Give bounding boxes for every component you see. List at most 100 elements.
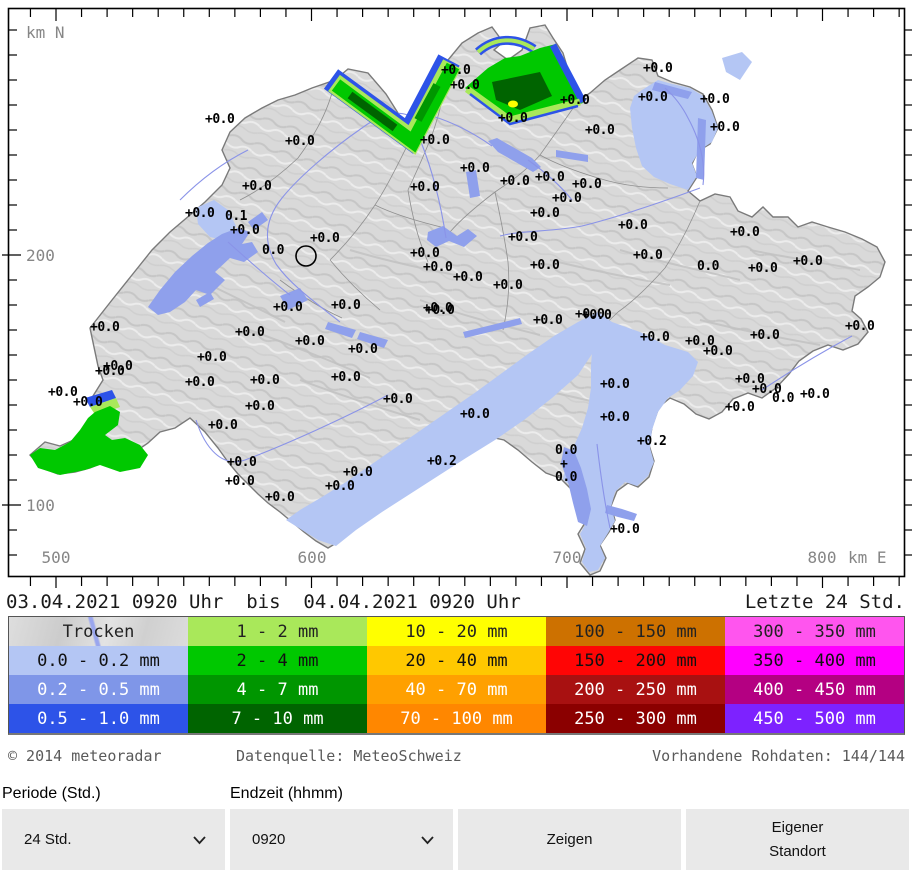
precip-value-label: +0.0 bbox=[197, 350, 227, 365]
precip-value-label: +0.0 bbox=[585, 123, 615, 138]
precip-value-label: +0.0 bbox=[227, 455, 257, 470]
precip-value-label: +0.0 bbox=[423, 260, 453, 275]
copyright: © 2014 meteoradar bbox=[8, 747, 162, 765]
precip-value-label: +0.0 bbox=[530, 258, 560, 273]
precip-value-label: +0.0 bbox=[643, 61, 673, 76]
radar-echo-east bbox=[464, 35, 587, 126]
precip-value-label: +0.0 bbox=[205, 112, 235, 127]
precip-value-label: +0.0 bbox=[185, 375, 215, 390]
precip-value-label: +0.0 bbox=[700, 92, 730, 107]
control-row: 24 Std. 0920 Zeigen Eigener Standort bbox=[2, 809, 911, 870]
eigener-standort-button[interactable]: Eigener Standort bbox=[686, 809, 909, 870]
legend-cell: 7 - 10 mm bbox=[188, 704, 367, 733]
precip-value-label: +0.0 bbox=[425, 303, 455, 318]
precip-value-label: +0.0 bbox=[420, 133, 450, 148]
chevron-down-icon bbox=[421, 835, 434, 844]
precip-value-label: +0.0 bbox=[453, 270, 483, 285]
axis-label: 500 bbox=[42, 548, 71, 567]
precip-value-label: +0.0 bbox=[752, 382, 782, 397]
control-labels: Periode (Std.) Endzeit (hhmm) bbox=[2, 785, 913, 803]
endtime-select-value: 0920 bbox=[252, 831, 286, 848]
precip-value-label: +0.0 bbox=[273, 300, 303, 315]
map-frame bbox=[7, 7, 906, 578]
period-range: 03.04.2021 0920 Uhr bis 04.04.2021 0920 … bbox=[6, 591, 521, 613]
axis-label: km E bbox=[848, 548, 887, 567]
endtime-label: Endzeit (hhmm) bbox=[230, 785, 343, 802]
legend-cell: 70 - 100 mm bbox=[367, 704, 546, 733]
precip-value-label: +0.0 bbox=[242, 179, 272, 194]
precip-value-label: +0.0 bbox=[265, 490, 295, 505]
period-select[interactable]: 24 Std. bbox=[2, 809, 225, 870]
precip-value-label: +0.0 bbox=[735, 372, 765, 387]
precip-value-label: +0.0 bbox=[285, 134, 315, 149]
legend-cell: 10 - 20 mm bbox=[367, 617, 546, 646]
legend-cell: 0.0 - 0.2 mm bbox=[9, 646, 188, 675]
precip-value-label: +0.0 bbox=[748, 261, 778, 276]
precip-value-label: 0.0 bbox=[697, 259, 720, 274]
precip-value-label: +0.0 bbox=[230, 223, 260, 238]
axis-label: 800 bbox=[808, 548, 837, 567]
precip-value-label: +0.0 bbox=[498, 111, 528, 126]
legend-cell: 150 - 200 mm bbox=[546, 646, 725, 675]
precip-value-label: +0.0 bbox=[535, 170, 565, 185]
axis-label: km N bbox=[26, 23, 65, 42]
precip-value-label: +0.0 bbox=[343, 465, 373, 480]
precip-value-label: +0.0 bbox=[225, 474, 255, 489]
precip-value-label: +0.0 bbox=[295, 334, 325, 349]
precipitation-legend: Trocken 0.0 - 0.2 mm 0.2 - 0.5 mm 0.5 - 1.0… bbox=[8, 616, 905, 735]
precip-value-label: +0.0 bbox=[638, 90, 668, 105]
precip-value-label: +0.0 bbox=[460, 407, 490, 422]
legend-cell: 250 - 300 mm bbox=[546, 704, 725, 733]
precip-value-label: 0.0 bbox=[555, 443, 578, 458]
legend-cell: 300 - 350 mm bbox=[725, 617, 904, 646]
period-window: Letzte 24 Std. bbox=[744, 591, 905, 613]
legend-cell: 400 - 450 mm bbox=[725, 675, 904, 704]
precip-value-label: +0.0 bbox=[560, 93, 590, 108]
precip-value-label: +0.2 bbox=[427, 454, 456, 469]
precip-value-label: +0.0 bbox=[245, 399, 275, 414]
raw-data-status: Vorhandene Rohdaten: 144/144 bbox=[652, 747, 905, 765]
precip-value-label: +0.0 bbox=[383, 392, 413, 407]
precip-value-label: +0.0 bbox=[845, 319, 875, 334]
data-source: Datenquelle: MeteoSchweiz bbox=[236, 747, 462, 765]
precip-value-label: +0.0 bbox=[508, 230, 538, 245]
precip-value-label: +0.0 bbox=[310, 231, 340, 246]
precip-value-label: +0.0 bbox=[208, 418, 238, 433]
precip-value-label: +0.0 bbox=[730, 225, 760, 240]
credits-bar: © 2014 meteoradar Datenquelle: MeteoSchw… bbox=[8, 745, 905, 767]
axis-label: 700 bbox=[553, 548, 582, 567]
precip-value-label: +0.0 bbox=[500, 174, 530, 189]
precip-value-label: +0.0 bbox=[618, 218, 648, 233]
period-select-value: 24 Std. bbox=[24, 831, 72, 848]
precip-value-label: +0.0 bbox=[325, 479, 355, 494]
precip-value-label: +0.0 bbox=[90, 320, 120, 335]
precip-value-label: +0.0 bbox=[441, 63, 471, 78]
precip-value-label: +0.0 bbox=[331, 298, 361, 313]
precip-value-label: +0.0 bbox=[348, 342, 378, 357]
zeigen-button-label: Zeigen bbox=[546, 831, 593, 848]
precip-value-label: +0.0 bbox=[493, 278, 523, 293]
axis-label: 100 bbox=[26, 496, 55, 515]
period-line: 03.04.2021 0920 Uhr bis 04.04.2021 0920 … bbox=[0, 588, 913, 616]
radar-yellow-spot bbox=[508, 100, 518, 108]
switzerland-radar-map[interactable]: 500 600 700 800 200 100 km N km E +0.0 +0.0 +0.0 +0… bbox=[0, 0, 913, 588]
legend-cell: Trocken bbox=[9, 617, 188, 646]
legend-cell: 350 - 400 mm bbox=[725, 646, 904, 675]
legend-cell: 0.2 - 0.5 mm bbox=[9, 675, 188, 704]
legend-cell: 0.5 - 1.0 mm bbox=[9, 704, 188, 733]
precip-value-label: +0.0 bbox=[423, 301, 453, 316]
endtime-select[interactable]: 0920 bbox=[230, 809, 453, 870]
precip-value-label: +0.0 bbox=[410, 180, 440, 195]
precipitation-map[interactable]: 500 600 700 800 200 100 km N km E +0.0 +0.0 +0.0 +0… bbox=[0, 0, 913, 588]
precip-value-label: +0.0 bbox=[703, 344, 733, 359]
precip-value-label: +0.0 bbox=[600, 410, 630, 425]
zeigen-button[interactable]: Zeigen bbox=[458, 809, 681, 870]
precip-value-label: +0.0 bbox=[552, 191, 582, 206]
precip-value-label: +0.0 bbox=[710, 120, 740, 135]
precip-value-label: +0.0 bbox=[793, 254, 823, 269]
precip-value-label: +0.0 bbox=[633, 248, 663, 263]
lakes-and-rain-mid bbox=[148, 82, 706, 526]
precip-value-label: 0.0 bbox=[262, 243, 285, 258]
precip-value-label: +0.0 bbox=[48, 385, 78, 400]
